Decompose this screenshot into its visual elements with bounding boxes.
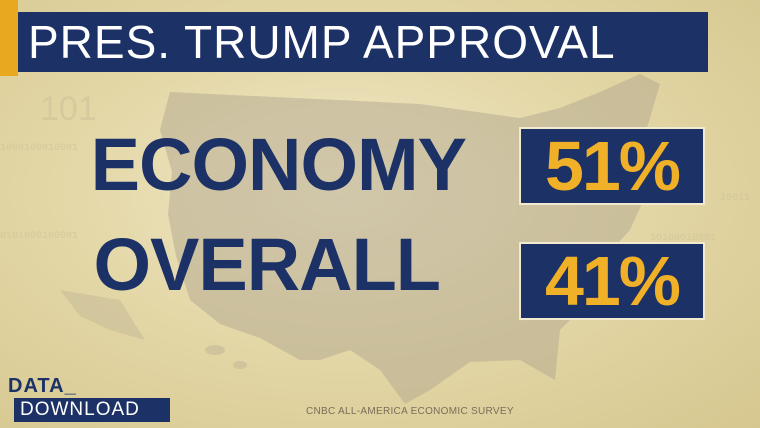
overall-value: 41% [544,242,681,320]
svg-text:10011: 10011 [720,193,750,204]
page-title: PRES. TRUMP APPROVAL [18,12,708,72]
logo-download-text: DOWNLOAD [14,398,170,422]
economy-value: 51% [544,127,681,205]
svg-text:10100010001: 10100010001 [650,233,716,244]
overall-value-box: 41% [519,242,705,320]
source-caption: CNBC ALL-AMERICA ECONOMIC SURVEY [306,406,514,417]
logo-data-text: DATA_ [8,375,77,397]
svg-text:101: 101 [40,90,97,128]
economy-label: ECONOMY [90,123,467,206]
svg-text:0101000100001: 0101000100001 [0,231,78,242]
economy-value-box: 51% [519,127,705,205]
title-accent-bar [0,0,18,76]
overall-label: OVERALL [93,223,441,306]
svg-text:1000100010001: 1000100010001 [0,143,78,154]
